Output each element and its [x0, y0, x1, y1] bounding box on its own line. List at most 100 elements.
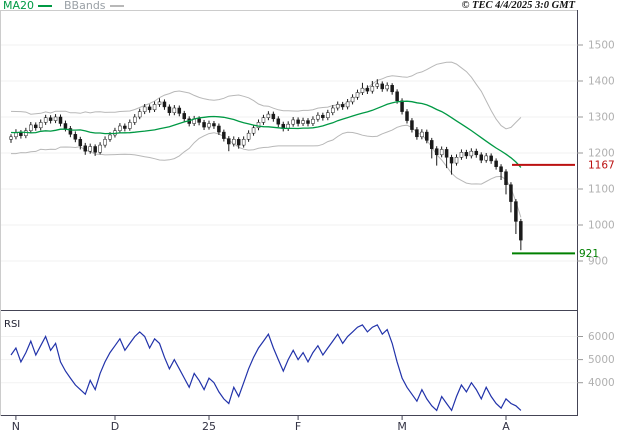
candle-body	[152, 104, 157, 111]
candle-body	[232, 139, 236, 145]
candle-body	[108, 134, 112, 140]
price-tick-label: 900	[588, 256, 608, 268]
candle-body	[444, 149, 449, 158]
candle-body	[434, 148, 439, 156]
price-tick-label: 1200	[588, 148, 615, 160]
candle-body	[251, 127, 256, 134]
candle-body	[395, 91, 399, 102]
candle-body	[172, 107, 177, 113]
candle-body	[301, 120, 305, 124]
candle-body	[38, 122, 43, 129]
bollinger-lower-line	[11, 124, 522, 218]
legend-bbands-label: BBands	[64, 0, 106, 12]
candle-body	[182, 113, 186, 120]
candle-body	[519, 221, 523, 241]
candle-body	[311, 118, 315, 124]
candle-body	[137, 111, 142, 118]
candle-body	[340, 104, 345, 108]
candle-body	[464, 152, 469, 157]
candle-body	[133, 116, 137, 123]
candle-body	[103, 139, 107, 146]
candle-body	[316, 114, 320, 120]
candle-body	[123, 125, 127, 129]
rsi-tick-label: 6000	[588, 331, 615, 343]
candle-body	[197, 118, 201, 123]
candle-body	[504, 171, 508, 185]
candle-body	[499, 166, 503, 172]
legend-item-bbands: BBands	[64, 0, 124, 11]
candle-body	[157, 101, 162, 105]
ma20-line	[10, 100, 522, 168]
month-tick-label: M	[397, 420, 407, 433]
candle-body	[147, 106, 152, 111]
candle-body	[350, 96, 355, 103]
candle-body	[93, 146, 97, 153]
candle-body	[68, 128, 73, 135]
candle-body	[53, 116, 58, 121]
legend: MA20 BBands	[3, 0, 124, 11]
candle-body	[256, 122, 261, 129]
candle-body	[128, 122, 132, 129]
rsi-axis: 6000 5000 4000	[577, 331, 615, 389]
candle-body	[405, 111, 409, 121]
candle-body	[380, 83, 384, 90]
candle-body	[236, 139, 241, 146]
candle-body	[430, 140, 434, 149]
candle-body	[321, 114, 325, 118]
candle-body	[459, 152, 464, 158]
candle-body	[425, 131, 429, 141]
time-axis: N D 25 F M A	[12, 415, 510, 433]
candle-body	[162, 101, 167, 108]
candle-body	[29, 124, 33, 131]
candle-body	[454, 157, 459, 164]
candle-body	[241, 139, 246, 146]
frame	[0, 10, 578, 416]
price-axis: 1500 1400 1300 1200 1100 1000 900	[577, 40, 615, 268]
candle-body	[385, 85, 389, 90]
candle-body	[207, 123, 211, 128]
candle-body	[390, 85, 394, 93]
candle-body	[24, 130, 28, 136]
candle-body	[326, 112, 330, 118]
candle-body	[479, 154, 483, 161]
month-tick-label: D	[111, 420, 119, 433]
candle-body	[370, 86, 375, 92]
candle-body	[415, 129, 419, 138]
copyright-text: © TEC 4/4/2025 3:0 GMT	[461, 0, 575, 11]
candle-body	[227, 138, 231, 145]
candle-body	[14, 132, 18, 138]
candle-body	[58, 116, 63, 124]
rsi-panel-label: RSI	[4, 319, 21, 330]
candle-body	[494, 160, 498, 167]
candle-body	[9, 136, 13, 140]
candle-body	[484, 155, 488, 161]
month-tick-label: A	[502, 420, 510, 433]
candle-body	[474, 150, 479, 156]
candle-body	[98, 144, 102, 153]
candle-body	[296, 119, 300, 124]
candle-body	[222, 131, 226, 139]
rsi-line	[10, 324, 522, 412]
candle-body	[48, 117, 53, 121]
candle-body	[509, 184, 513, 202]
candle-body	[449, 157, 454, 164]
candle-body	[212, 123, 216, 127]
month-tick-label: 25	[202, 420, 216, 433]
candle-body	[439, 149, 444, 156]
candle-body	[355, 92, 360, 98]
bollinger-upper-line	[10, 61, 522, 130]
candle-body	[306, 120, 310, 124]
price-tick-label: 1100	[588, 184, 615, 196]
candle-body	[469, 150, 474, 157]
legend-item-ma20: MA20	[3, 0, 53, 11]
price-tick-label: 1300	[588, 112, 615, 124]
candle-body	[360, 87, 365, 93]
candle-body	[43, 117, 48, 123]
candle-body	[63, 123, 68, 129]
candle-body	[375, 83, 380, 87]
candle-body	[365, 87, 370, 92]
candle-body	[331, 107, 335, 113]
candle-body	[217, 125, 221, 133]
